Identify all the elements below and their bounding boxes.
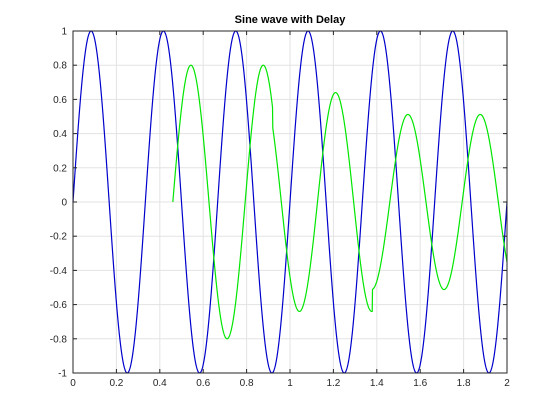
x-tick-label: 1 [287,378,293,389]
y-tick-label: 0.6 [53,95,67,106]
series-line-2 [172,64,508,340]
y-tick-label: 0 [61,198,67,209]
y-tick-label: -0.4 [50,266,68,277]
y-tick-label: -0.6 [50,300,68,311]
y-tick-label: 0.2 [53,163,67,174]
y-tick-label: -0.2 [50,232,68,243]
y-tick-label: 1 [61,27,67,38]
x-tick-label: 1.2 [326,378,340,389]
x-tick-label: 0.4 [153,378,167,389]
plot-series [72,30,508,374]
x-tick-label: 1.4 [370,378,384,389]
series-line-1 [72,30,508,374]
y-tick-label: 0.8 [53,61,67,72]
y-tick-label: 0.4 [53,129,67,140]
x-tick-label: 0 [70,378,76,389]
x-tick-label: 0.2 [109,378,123,389]
chart-title: Sine wave with Delay [235,14,347,26]
y-tick-label: -1 [58,369,67,380]
x-tick-label: 0.6 [196,378,210,389]
x-tick-label: 2 [504,378,510,389]
y-tick-label: -0.8 [50,334,68,345]
x-tick-label: 1.6 [413,378,427,389]
x-tick-label: 0.8 [240,378,254,389]
x-tick-label: 1.8 [457,378,471,389]
axis-ticks: 0 0.2 0.4 0.6 0.8 1 1.2 1.4 1.6 1.8 2 -1 -0.8 -0.6 -0.… [50,27,510,390]
